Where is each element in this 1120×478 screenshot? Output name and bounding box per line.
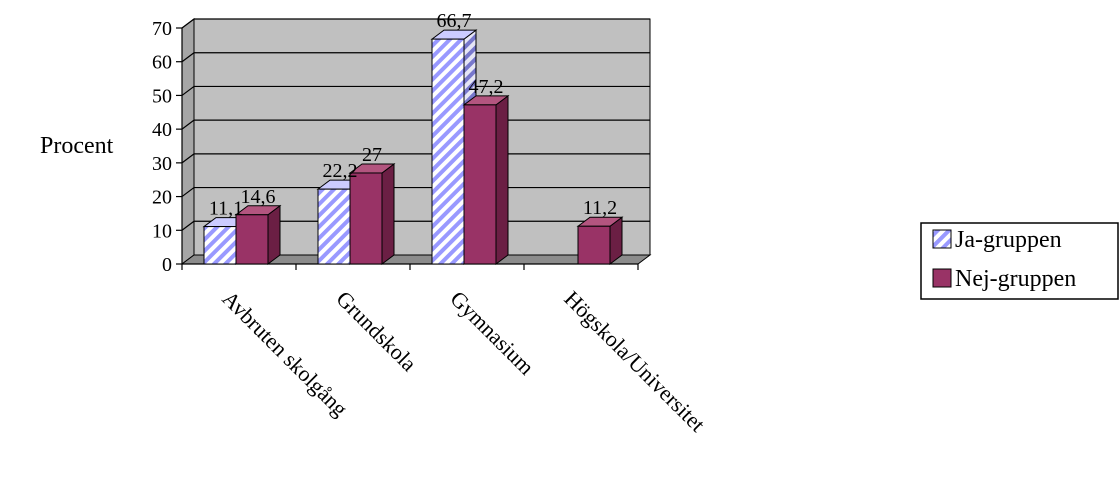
bar	[234, 204, 282, 265]
data-label: 47,2	[469, 76, 504, 98]
legend-label-nej: Nej-gruppen	[955, 266, 1076, 292]
bar-front	[463, 104, 497, 265]
y-tick-label: 0	[162, 254, 172, 276]
y-tick-label: 50	[152, 85, 172, 107]
bar-front	[577, 225, 611, 265]
y-tick-label: 40	[152, 119, 172, 141]
legend-swatch-ja	[932, 229, 952, 249]
bar	[462, 94, 510, 265]
data-label: 14,6	[241, 186, 276, 208]
x-tick-label: Gymnasium	[445, 286, 539, 380]
bar-side	[267, 204, 281, 265]
x-tick-label: Grundskola	[331, 286, 421, 376]
x-tick-label: Avbruten skolgång	[217, 286, 352, 421]
data-labels: 11,1 22,2 66,7 14,6 27 47,2 11,2	[209, 10, 617, 219]
bars	[202, 29, 624, 265]
bar	[576, 216, 624, 265]
bar	[348, 162, 396, 265]
y-tick-label: 70	[152, 18, 172, 40]
data-label: 11,2	[583, 197, 617, 219]
y-tick-label: 30	[152, 153, 172, 175]
y-axis: 0 10 20 30 40 50 60 70	[152, 18, 183, 276]
data-label: 22,2	[323, 160, 358, 182]
data-label: 27	[362, 144, 382, 166]
bar-front	[235, 214, 269, 265]
data-label: 66,7	[437, 10, 472, 32]
bar-front	[203, 226, 237, 265]
data-label: 11,1	[209, 198, 243, 220]
y-tick-label: 10	[152, 220, 172, 242]
legend: Ja-gruppen Nej-gruppen	[920, 222, 1119, 300]
bar-side	[495, 94, 509, 265]
bar-front	[431, 38, 465, 265]
gridline	[181, 52, 650, 63]
y-axis-label: Procent	[40, 133, 114, 159]
x-tick-label: Högskola/Universitet	[559, 286, 710, 437]
legend-box	[920, 222, 1119, 300]
y-tick-label: 20	[152, 187, 172, 209]
bar-side	[381, 162, 395, 265]
plot-side-wall	[181, 18, 195, 265]
legend-label-ja: Ja-gruppen	[955, 227, 1062, 253]
gridline	[181, 85, 650, 96]
bar-front	[349, 172, 383, 265]
bar-front	[317, 188, 351, 265]
legend-swatch-nej	[932, 268, 952, 288]
y-tick-label: 60	[152, 52, 172, 74]
gridline	[181, 18, 650, 29]
plot-area	[180, 18, 652, 265]
